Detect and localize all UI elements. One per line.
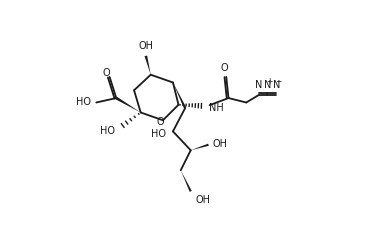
Text: OH: OH [195,195,210,205]
Polygon shape [181,170,192,192]
Text: O: O [102,68,110,77]
Polygon shape [115,97,141,112]
Text: HO: HO [100,126,115,136]
Polygon shape [144,56,151,75]
Text: HO: HO [151,129,166,139]
Polygon shape [173,83,186,109]
Text: OH: OH [138,41,153,51]
Text: N: N [255,80,262,90]
Text: N: N [273,80,280,90]
Text: HO: HO [76,97,91,107]
Text: O: O [157,117,164,127]
Text: OH: OH [213,139,228,149]
Text: −: − [275,77,282,86]
Text: N: N [264,80,271,90]
Polygon shape [191,144,209,150]
Text: NH: NH [208,103,223,112]
Text: +: + [267,77,273,86]
Text: O: O [220,63,228,73]
